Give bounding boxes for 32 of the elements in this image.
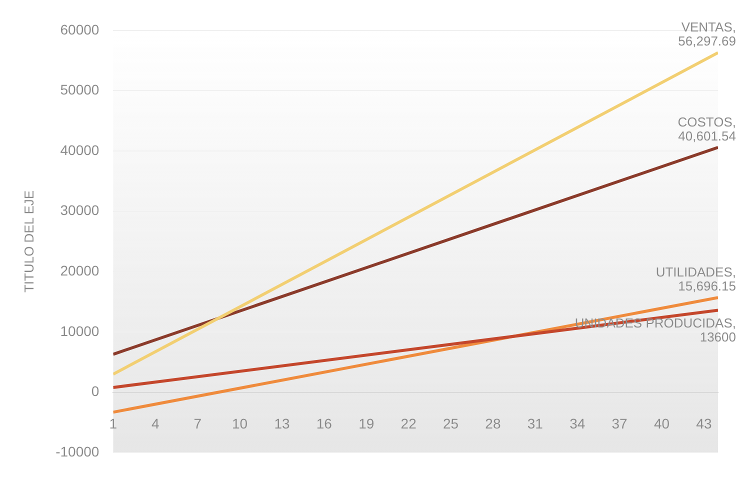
x-tick-label: 43 xyxy=(696,416,712,432)
x-tick-label: 34 xyxy=(570,416,586,432)
x-tick-label: 25 xyxy=(442,416,459,432)
data-label: 15,696.15 xyxy=(678,278,736,294)
series-label: UTILIDADES, xyxy=(656,264,736,280)
x-tick-label: 19 xyxy=(358,416,374,432)
x-tick-label: 13 xyxy=(274,416,290,432)
x-tick-label: 10 xyxy=(232,416,248,432)
x-tick-label: 16 xyxy=(316,416,332,432)
series-label: COSTOS, xyxy=(678,114,736,130)
y-tick-label: 20000 xyxy=(60,262,100,279)
x-tick-label: 31 xyxy=(527,416,544,432)
data-label: 13600 xyxy=(700,329,736,344)
y-tick-label: 50000 xyxy=(60,82,100,98)
y-axis-title: TITULO DEL EJE xyxy=(21,190,36,293)
y-tick-label: 0 xyxy=(91,383,100,400)
x-tick-label: 37 xyxy=(612,416,628,432)
x-tick-label: 40 xyxy=(654,416,670,432)
y-tick-label: 30000 xyxy=(60,202,100,218)
data-label: 56,297.69 xyxy=(678,34,736,49)
x-tick-label: 4 xyxy=(151,416,160,432)
y-tick-label: 10000 xyxy=(60,322,100,339)
x-tick-label: 28 xyxy=(485,416,501,432)
x-tick-label: 22 xyxy=(400,416,417,432)
x-tick-label: 7 xyxy=(194,416,202,432)
y-tick-label: -10000 xyxy=(56,443,100,460)
x-tick-label: 1 xyxy=(109,416,118,432)
y-tick-label: 60000 xyxy=(60,21,100,38)
series-label: UNIDADES PRODUCIDAS, xyxy=(574,315,736,330)
y-tick-label: 40000 xyxy=(60,142,100,158)
series-label: VENTAS, xyxy=(681,20,736,35)
data-label: 40,601.54 xyxy=(678,128,736,144)
